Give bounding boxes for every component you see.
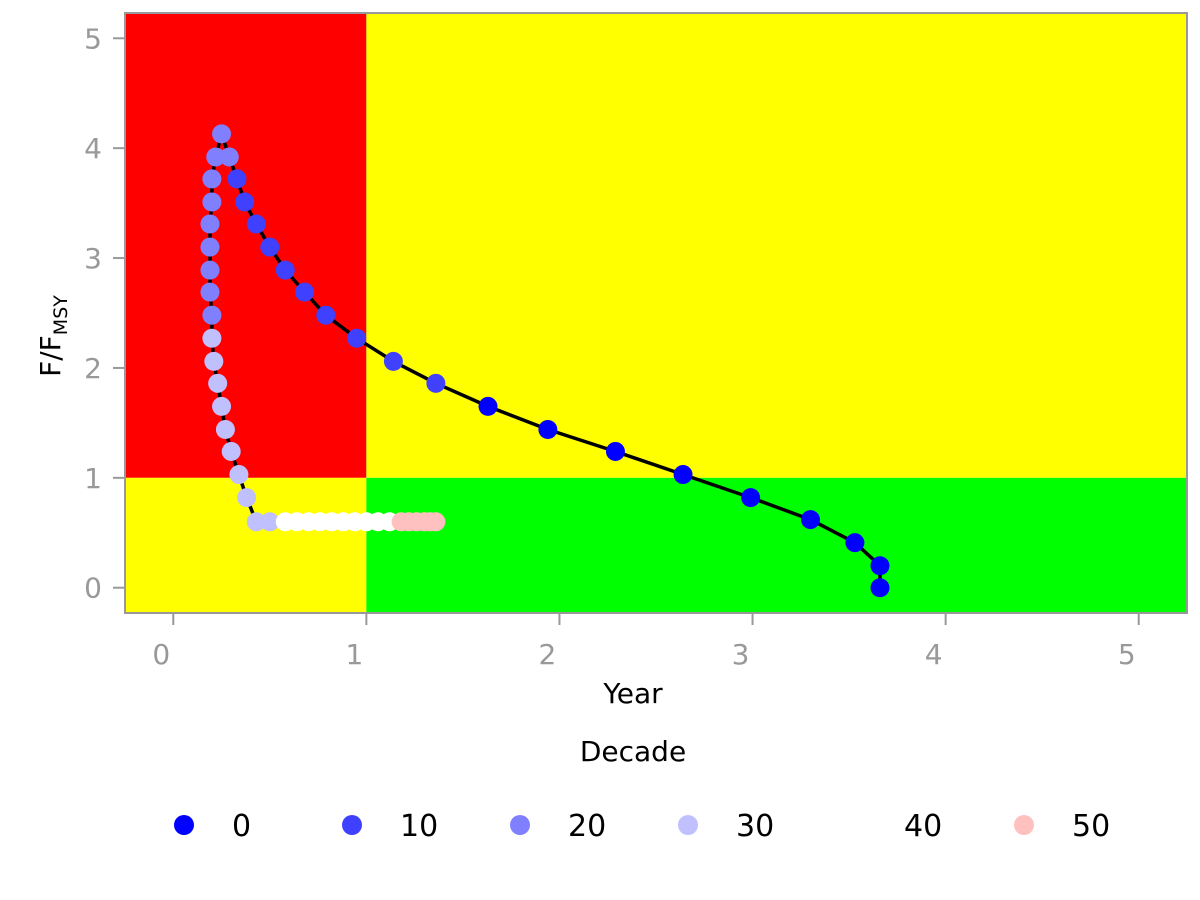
zone-upper-left: [125, 13, 367, 478]
y-axis-title: F/FMSY: [34, 295, 72, 377]
data-point-decade-10: [383, 351, 403, 371]
data-point-decade-30: [212, 396, 232, 416]
data-point-decade-10: [260, 237, 280, 257]
data-point-decade-30: [237, 488, 257, 508]
data-point-decade-20: [200, 237, 220, 257]
data-point-decade-10: [295, 282, 315, 302]
zone-lower-right: [366, 477, 1187, 613]
data-point-decade-0: [741, 488, 761, 508]
legend-label-30: 30: [736, 809, 774, 844]
data-point-decade-0: [605, 441, 625, 461]
data-point-decade-30: [208, 373, 228, 393]
data-point-decade-0: [870, 556, 890, 576]
data-point-decade-30: [246, 512, 266, 532]
data-point-decade-0: [538, 419, 558, 439]
data-point-decade-20: [206, 147, 226, 167]
legend-label-20: 20: [568, 809, 606, 844]
data-point-decade-30: [202, 328, 222, 348]
legend-label-10: 10: [400, 809, 438, 844]
data-point-decade-10: [227, 169, 247, 189]
data-point-decade-20: [200, 260, 220, 280]
data-point-decade-20: [202, 169, 222, 189]
legend-marker-10: [342, 815, 362, 835]
data-point-decade-0: [870, 578, 890, 598]
legend-label-50: 50: [1072, 809, 1110, 844]
data-point-decade-10: [426, 373, 446, 393]
y-tick-label: 4: [84, 132, 102, 165]
x-tick-label: 3: [732, 638, 750, 671]
data-point-decade-30: [229, 465, 249, 485]
data-point-decade-50: [426, 512, 446, 532]
data-point-decade-10: [275, 260, 295, 280]
data-point-decade-0: [845, 533, 865, 553]
legend: 0 10 20 30 40 50: [174, 809, 1110, 844]
axes: 0 1 2 3 4 5 0 1 2 3 4 5: [84, 22, 1140, 671]
legend-marker-40: [846, 815, 866, 835]
y-tick-label: 2: [84, 352, 102, 385]
x-tick-label: 5: [1118, 638, 1136, 671]
data-point-decade-30: [260, 512, 280, 532]
data-point-decade-10: [347, 328, 367, 348]
x-tick-label: 4: [925, 638, 943, 671]
data-point-decade-0: [478, 396, 498, 416]
data-point-decade-10: [246, 214, 266, 234]
trajectory-points: [200, 124, 890, 598]
data-point-decade-20: [202, 305, 222, 325]
data-point-decade-0: [800, 510, 820, 530]
x-tick-label: 2: [539, 638, 557, 671]
y-tick-label: 0: [84, 572, 102, 605]
legend-label-0: 0: [232, 809, 251, 844]
legend-marker-30: [678, 815, 698, 835]
y-axis-title-main: F/F: [34, 335, 67, 377]
y-tick-label: 5: [84, 22, 102, 55]
data-point-decade-20: [202, 192, 222, 212]
x-axis-title: Year: [602, 677, 663, 710]
legend-marker-20: [510, 815, 530, 835]
x-tick-label: 1: [345, 638, 363, 671]
data-point-decade-20: [200, 214, 220, 234]
data-point-decade-20: [219, 147, 239, 167]
data-point-decade-20: [212, 124, 232, 144]
data-point-decade-30: [221, 441, 241, 461]
y-axis-title-subscript: MSY: [50, 295, 72, 335]
legend-marker-0: [174, 815, 194, 835]
data-point-decade-0: [673, 465, 693, 485]
legend-title: Decade: [580, 735, 686, 768]
data-point-decade-30: [215, 419, 235, 439]
data-point-decade-10: [235, 192, 255, 212]
data-point-decade-20: [200, 282, 220, 302]
plot-frame: [124, 12, 1188, 614]
zone-upper-right: [366, 13, 1187, 478]
data-point-decade-30: [204, 351, 224, 371]
legend-label-40: 40: [904, 809, 942, 844]
status-zones: [125, 13, 1187, 613]
legend-marker-50: [1014, 815, 1034, 835]
x-tick-label: 0: [152, 638, 170, 671]
data-point-decade-10: [316, 305, 336, 325]
y-tick-label: 3: [84, 242, 102, 275]
y-tick-label: 1: [84, 462, 102, 495]
